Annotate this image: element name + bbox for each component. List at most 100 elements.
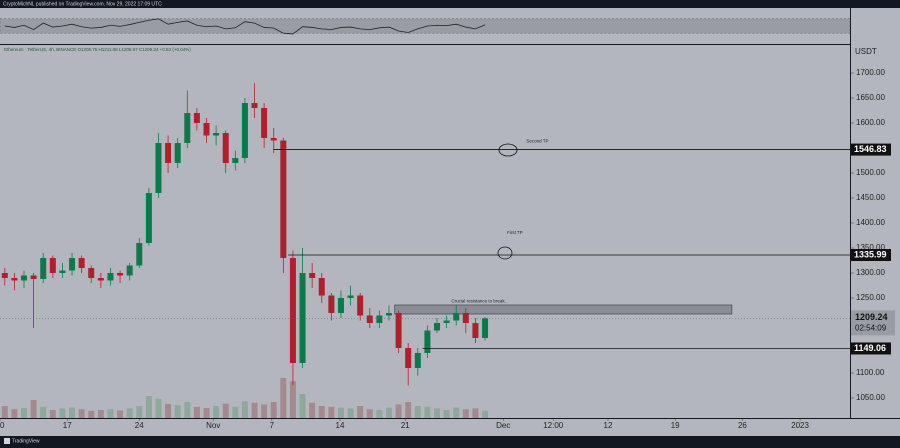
volume-bar	[40, 406, 47, 418]
volume-bar	[184, 402, 191, 418]
x-tick-label: 24	[135, 421, 144, 430]
candle-body	[395, 313, 402, 348]
y-tick-label: 1050.00	[856, 393, 885, 402]
candle-body	[193, 113, 200, 123]
candle-body	[69, 258, 76, 271]
legend: Ethereum · TetherUS, 4h, BINANCE O1208.7…	[4, 47, 191, 52]
y-tick-label: 1300.00	[856, 268, 885, 277]
candle-body	[414, 353, 421, 368]
volume-bar	[347, 408, 354, 418]
time-axis	[0, 419, 900, 436]
candle-body	[309, 273, 316, 278]
volume-bar	[30, 400, 37, 418]
y-tick-label: 1700.00	[856, 68, 885, 77]
volume-bar	[251, 402, 258, 418]
candle-body	[232, 158, 239, 163]
volume-bar	[482, 410, 489, 418]
candle-body	[385, 313, 392, 316]
candle-body	[88, 268, 95, 278]
candle-body	[261, 108, 268, 138]
volume-bar	[97, 410, 104, 418]
candle-body	[289, 258, 296, 363]
annotation: Second TP	[526, 139, 548, 144]
volume-bar	[261, 404, 268, 418]
x-tick-label: 26	[738, 421, 747, 430]
volume-bar	[385, 407, 392, 418]
volume-bar	[472, 408, 479, 418]
x-tick-label: Nov	[206, 421, 220, 430]
volume-bar	[203, 408, 210, 418]
volume-bar	[59, 408, 66, 418]
y-tick-label: 1500.00	[856, 168, 885, 177]
plot: 1050.001100.001150.001200.001250.001300.…	[0, 18, 895, 430]
level-tag	[851, 249, 891, 262]
y-tick-label: 1100.00	[856, 368, 885, 377]
candle-body	[1, 273, 8, 278]
candle-body	[145, 193, 152, 243]
candle-body	[184, 113, 191, 143]
volume-bar	[107, 409, 114, 418]
x-tick-label: 7	[270, 421, 275, 430]
price-pane	[0, 45, 850, 418]
logo	[4, 438, 10, 444]
resistance-zone	[394, 304, 733, 315]
level-tag	[851, 342, 891, 355]
candle-body	[174, 143, 181, 163]
volume-bar	[21, 408, 28, 418]
volume-bar	[232, 406, 239, 418]
countdown: 02:54:09	[855, 323, 887, 332]
volume-bar	[376, 410, 383, 418]
candle-body	[117, 273, 124, 276]
x-tick-label: 2023	[791, 421, 809, 430]
volume-bar	[69, 407, 76, 418]
volume-bar	[453, 407, 460, 418]
level-label: 1335.99	[854, 249, 887, 259]
volume-bar	[78, 409, 85, 418]
volume-bar	[337, 407, 344, 418]
volume-bar	[136, 406, 143, 418]
x-tick-label: 14	[336, 421, 345, 430]
volume-bar	[318, 406, 325, 418]
x-tick-label: 19	[671, 421, 680, 430]
y-tick-label: 1350.00	[856, 243, 885, 252]
indicator-line	[4, 18, 486, 35]
candle-body	[40, 258, 47, 279]
candle-body	[21, 275, 28, 281]
annotation: Crucial resistance to break.	[451, 299, 506, 304]
level-label: 1546.83	[854, 144, 887, 154]
last-price-label: 1209.24	[855, 312, 888, 322]
currency: USDT	[855, 47, 877, 56]
y-tick-label: 1650.00	[856, 93, 885, 102]
candle-body	[328, 295, 335, 313]
candle-body	[59, 270, 66, 273]
footer: TradingView	[12, 438, 40, 444]
x-tick-label: Dec	[496, 421, 510, 430]
candle-body	[357, 295, 364, 316]
indicator-band	[0, 18, 851, 34]
candle-body	[155, 143, 162, 193]
x-tick-label: 12:00	[543, 421, 564, 430]
candle-body	[280, 140, 287, 258]
volume-bar	[117, 410, 124, 418]
volume-bar	[174, 405, 181, 418]
candle-body	[165, 143, 172, 163]
y-tick-label: 1250.00	[856, 293, 885, 302]
x-tick-label: 17	[63, 421, 72, 430]
volume-bar	[309, 402, 316, 418]
volume-bar	[462, 409, 469, 418]
volume-bar	[222, 403, 229, 418]
volume-bar	[88, 410, 95, 418]
candle-body	[405, 348, 412, 368]
volume-bar	[289, 381, 296, 418]
candle-body	[136, 243, 143, 266]
candle-body	[424, 330, 431, 353]
candle-body	[366, 315, 373, 323]
volume-bar	[241, 401, 248, 418]
x-tick-label: 10	[0, 421, 5, 430]
volume-bar	[414, 406, 421, 418]
volume-bar	[126, 408, 133, 418]
candle-body	[126, 265, 133, 276]
candle-body	[462, 313, 469, 323]
volume-bar	[155, 398, 162, 418]
candle-body	[472, 323, 479, 338]
